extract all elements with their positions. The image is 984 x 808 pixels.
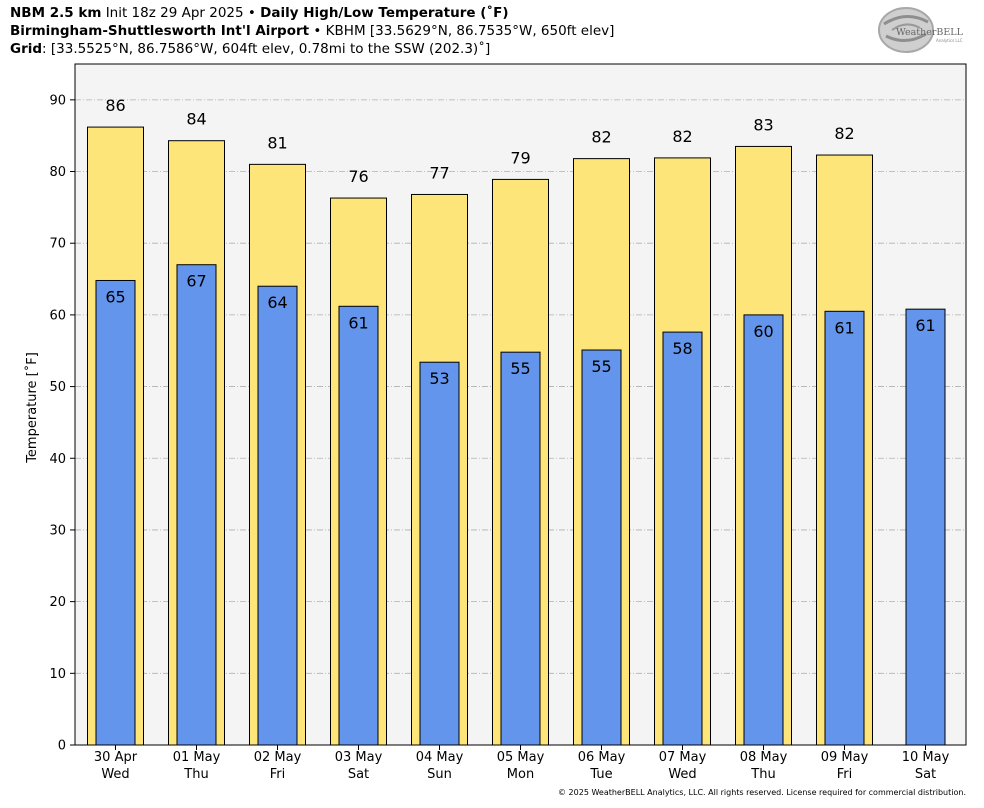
- high-value-label: 86: [105, 96, 125, 115]
- grid-line: Grid: [33.5525°N, 86.7586°W, 604ft elev,…: [10, 41, 490, 58]
- logo-text: WeatherBELL: [896, 27, 964, 38]
- y-tick-label: 40: [49, 452, 66, 467]
- copyright-footer: © 2025 WeatherBELL Analytics, LLC. All r…: [558, 788, 966, 797]
- low-value-label: 55: [591, 357, 611, 376]
- x-tick-label-day: Sun: [427, 767, 452, 782]
- x-tick-label-date: 01 May: [173, 750, 221, 765]
- y-tick-label: 90: [49, 93, 66, 108]
- high-value-label: 83: [753, 115, 773, 134]
- low-value-label: 61: [915, 316, 935, 335]
- low-bar: [338, 305, 379, 746]
- low-value-label: 55: [510, 359, 530, 378]
- high-value-label: 79: [510, 148, 530, 167]
- high-value-label: 84: [186, 110, 206, 129]
- x-tick-label-date: 09 May: [821, 750, 869, 765]
- low-value-label: 60: [753, 322, 773, 341]
- bars: 86 65 84 67 81 64 76 61 77 53 79 55 82 55 82 58 83 60 82 61…: [87, 96, 946, 746]
- y-tick-label: 10: [49, 667, 66, 682]
- low-bar: [257, 285, 298, 746]
- low-bar: [743, 314, 784, 746]
- low-value-label: 64: [267, 293, 287, 312]
- product-name: Daily High/Low Temperature (˚F): [260, 5, 509, 21]
- y-tick-label: 80: [49, 165, 66, 180]
- grid-details: : [33.5525°N, 86.7586°W, 604ft elev, 0.7…: [42, 41, 491, 57]
- axes: 0 10 20 30 40 50 60 70 80 90 30 Apr Wed 01 May Thu 02 …: [49, 93, 949, 782]
- low-value-label: 65: [105, 287, 125, 306]
- model-name: NBM 2.5 km: [10, 5, 102, 21]
- low-value-label: 61: [834, 318, 854, 337]
- x-tick-label-day: Sat: [915, 767, 936, 782]
- x-tick-label-date: 06 May: [578, 750, 626, 765]
- x-tick-label-date: 08 May: [740, 750, 788, 765]
- low-bar: [500, 351, 541, 746]
- x-tick-label-date: 04 May: [416, 750, 464, 765]
- low-value-label: 58: [672, 339, 692, 358]
- x-tick-label-day: Fri: [270, 767, 286, 782]
- x-tick-label-date: 10 May: [902, 750, 950, 765]
- init-time: Init 18z 29 Apr 2025: [105, 5, 244, 21]
- grid-label: Grid: [10, 41, 43, 57]
- low-bar: [581, 349, 622, 746]
- y-tick-label: 70: [49, 237, 66, 252]
- x-tick-label-date: 02 May: [254, 750, 302, 765]
- high-value-label: 76: [348, 167, 368, 186]
- y-tick-label: 60: [49, 308, 66, 323]
- weatherbell-logo: WeatherBELL Analytics LLC: [878, 7, 964, 53]
- x-tick-label-day: Wed: [668, 767, 696, 782]
- station-line: Birmingham-Shuttlesworth Int'l Airport •…: [10, 23, 614, 40]
- chart-title-line: NBM 2.5 km Init 18z 29 Apr 2025 • Daily …: [10, 5, 509, 22]
- x-tick-label-day: Sat: [348, 767, 369, 782]
- y-tick-label: 20: [49, 595, 66, 610]
- x-tick-label-date: 05 May: [497, 750, 545, 765]
- high-value-label: 82: [834, 124, 854, 143]
- x-tick-label-day: Fri: [837, 767, 853, 782]
- high-value-label: 77: [429, 163, 449, 182]
- x-tick-label-date: 07 May: [659, 750, 707, 765]
- x-tick-label-day: Mon: [507, 767, 534, 782]
- high-value-label: 81: [267, 133, 287, 152]
- low-value-label: 61: [348, 313, 368, 332]
- low-bar: [662, 331, 703, 746]
- low-bar: [824, 310, 865, 746]
- separator: •: [313, 23, 322, 39]
- y-tick-label: 30: [49, 523, 66, 538]
- x-tick-label-date: 03 May: [335, 750, 383, 765]
- station-name: Birmingham-Shuttlesworth Int'l Airport: [10, 23, 310, 39]
- x-tick-label-day: Thu: [750, 767, 775, 782]
- low-bar: [905, 308, 946, 746]
- x-tick-label-date: 30 Apr: [94, 750, 138, 765]
- low-bar: [419, 361, 460, 746]
- high-value-label: 82: [672, 127, 692, 146]
- y-tick-label: 0: [58, 739, 66, 754]
- y-tick-label: 50: [49, 380, 66, 395]
- low-bar: [95, 279, 136, 746]
- low-bar: [176, 264, 217, 746]
- high-value-label: 82: [591, 128, 611, 147]
- logo-subtext: Analytics LLC: [936, 38, 963, 43]
- x-tick-label-day: Tue: [589, 767, 612, 782]
- x-tick-label-day: Wed: [101, 767, 129, 782]
- low-value-label: 67: [186, 272, 206, 291]
- separator: •: [247, 5, 256, 21]
- y-axis-label: Temperature [˚F]: [24, 352, 40, 464]
- x-tick-label-day: Thu: [183, 767, 208, 782]
- low-value-label: 53: [429, 369, 449, 388]
- station-details: KBHM [33.5629°N, 86.7535°W, 650ft elev]: [325, 23, 615, 39]
